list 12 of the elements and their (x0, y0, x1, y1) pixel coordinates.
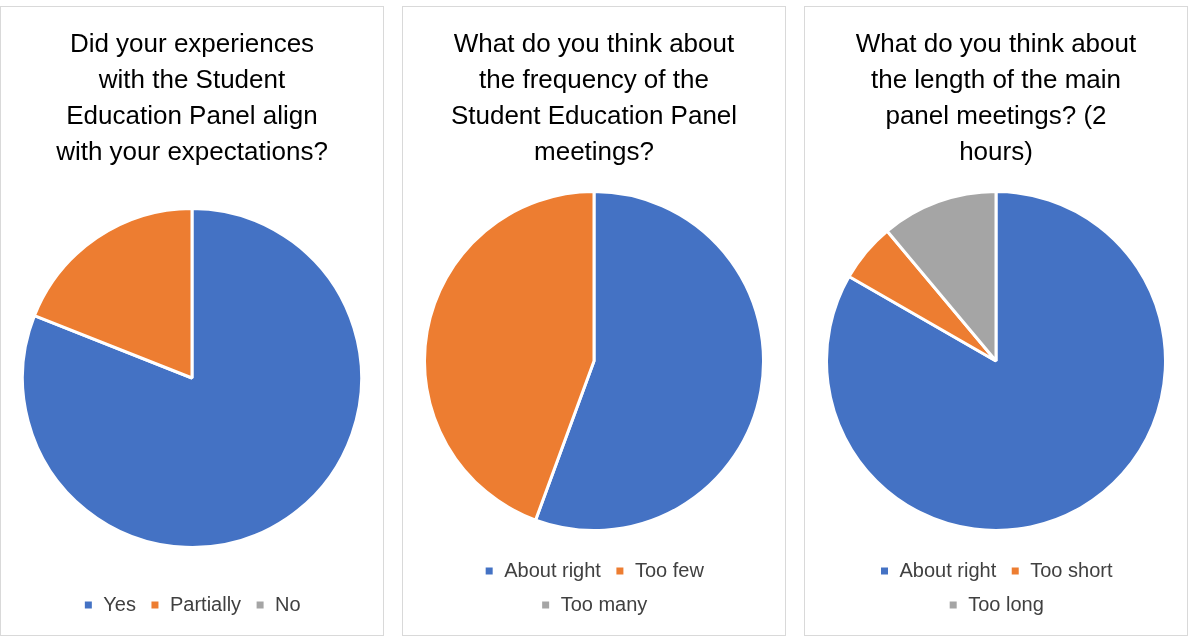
chart-title: What do you think about the length of the main panel meetings? (2 hours) (854, 27, 1138, 168)
legend-label: Too short (1030, 558, 1113, 581)
chart-title: Did your experiences with the Student Education Panel align with your expectations? (55, 27, 329, 168)
legend-label: Too long (968, 592, 1044, 615)
legend-label: Partially (169, 592, 242, 615)
legend-label: About right (899, 558, 997, 581)
legend-label: Yes (103, 592, 136, 615)
legend-label: No (275, 592, 301, 615)
legend-label: Too few (634, 558, 705, 581)
legend-label: Too many (560, 592, 648, 615)
chart-title: What do you think about the frequency of the Student Education Panel meetings? (449, 27, 739, 168)
legend-label: About right (504, 558, 602, 581)
